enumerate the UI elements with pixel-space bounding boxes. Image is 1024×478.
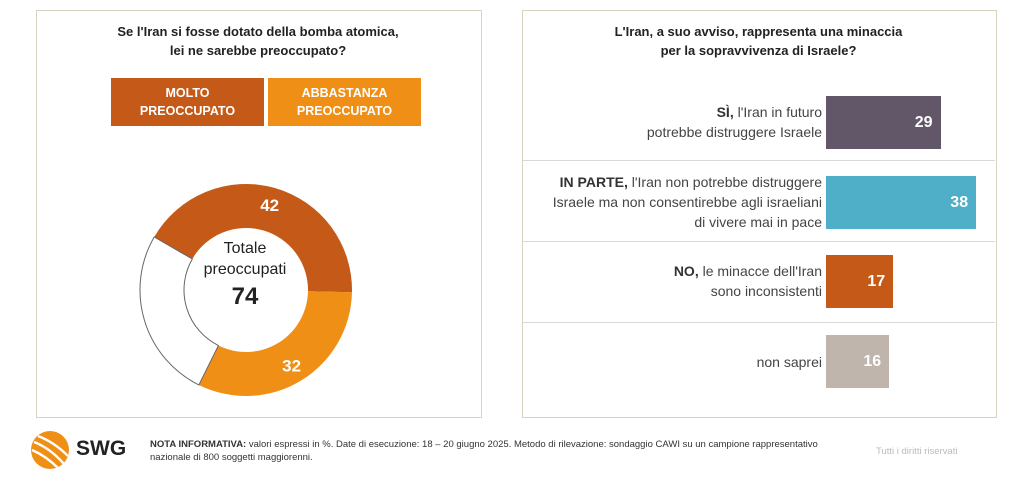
swg-logo-icon (31, 431, 69, 469)
footnote: NOTA INFORMATIVA: valori espressi in %. … (150, 438, 830, 464)
bar-title-line: L'Iran, a suo avviso, rappresenta una mi… (614, 24, 903, 39)
legend-abbastanza: ABBASTANZA PREOCCUPATO (268, 78, 421, 126)
bar-value: 17 (867, 273, 886, 290)
legend-molto: MOLTO PREOCCUPATO (111, 78, 264, 126)
bar-in-parte: 38 (826, 176, 977, 229)
bold: SÌ, (716, 104, 734, 120)
bar-title-line: per la sopravvivenza di Israele? (660, 43, 857, 58)
bar-label-non-saprei: non saprei (757, 352, 822, 372)
bar-value: 29 (914, 114, 933, 131)
donut-chart: 42 32 (139, 183, 352, 396)
row-divider (523, 241, 995, 242)
bar-value: 16 (863, 353, 882, 370)
row-divider (523, 322, 995, 323)
bar-title: L'Iran, a suo avviso, rappresenta una mi… (522, 22, 995, 60)
legend-label: ABBASTANZA (301, 86, 388, 100)
swg-logo-text: SWG (76, 437, 127, 460)
line: non saprei (756, 354, 822, 370)
bar-value: 38 (950, 194, 969, 211)
bar-label-no: NO, le minacce dell'Iran sono inconsisten… (674, 261, 822, 301)
note-label: NOTA INFORMATIVA: (150, 439, 247, 450)
bold: NO, (673, 263, 699, 279)
bar-no: 17 (826, 255, 894, 308)
donut-slice (139, 236, 220, 386)
center-total: 74 (231, 283, 259, 310)
donut-slice-label: 42 (260, 196, 279, 215)
line: di vivere mai in pace (694, 214, 822, 230)
donut-title-line: Se l'Iran si fosse dotato della bomba at… (117, 24, 399, 39)
line: le minacce dell'Iran (698, 263, 822, 279)
rights-text: Tutti i diritti riservati (876, 446, 958, 457)
note-text: valori espressi in %. Date di esecuzione… (150, 439, 818, 463)
line: sono inconsistenti (710, 283, 822, 299)
donut-slice (154, 183, 352, 293)
legend-label: MOLTO (165, 86, 210, 100)
bold: IN PARTE, (559, 174, 628, 190)
donut-title-line: lei ne sarebbe preoccupato? (169, 43, 347, 58)
bar-non-saprei: 16 (826, 335, 890, 388)
line: potrebbe distruggere Israele (646, 124, 822, 140)
row-divider (523, 160, 995, 161)
bar-label-si: SÌ, l'Iran in futuro potrebbe distruggere… (647, 102, 822, 142)
bar-label-in-parte: IN PARTE, l'Iran non potrebbe distrugger… (553, 172, 822, 232)
legend-label: PREOCCUPATO (296, 104, 393, 118)
donut-center-label: Totale preoccupati 74 (185, 238, 305, 314)
legend-label: PREOCCUPATO (139, 104, 236, 118)
donut-slice (198, 291, 352, 396)
line: l'Iran non potrebbe distruggere (627, 174, 822, 190)
bar-si: 29 (826, 96, 941, 149)
donut-title: Se l'Iran si fosse dotato della bomba at… (36, 22, 480, 60)
line: l'Iran in futuro (733, 104, 822, 120)
line: Israele ma non consentirebbe agli israel… (552, 194, 822, 210)
donut-slice-label: 32 (282, 356, 301, 375)
center-line: preoccupati (203, 261, 287, 278)
center-line: Totale (223, 240, 267, 257)
